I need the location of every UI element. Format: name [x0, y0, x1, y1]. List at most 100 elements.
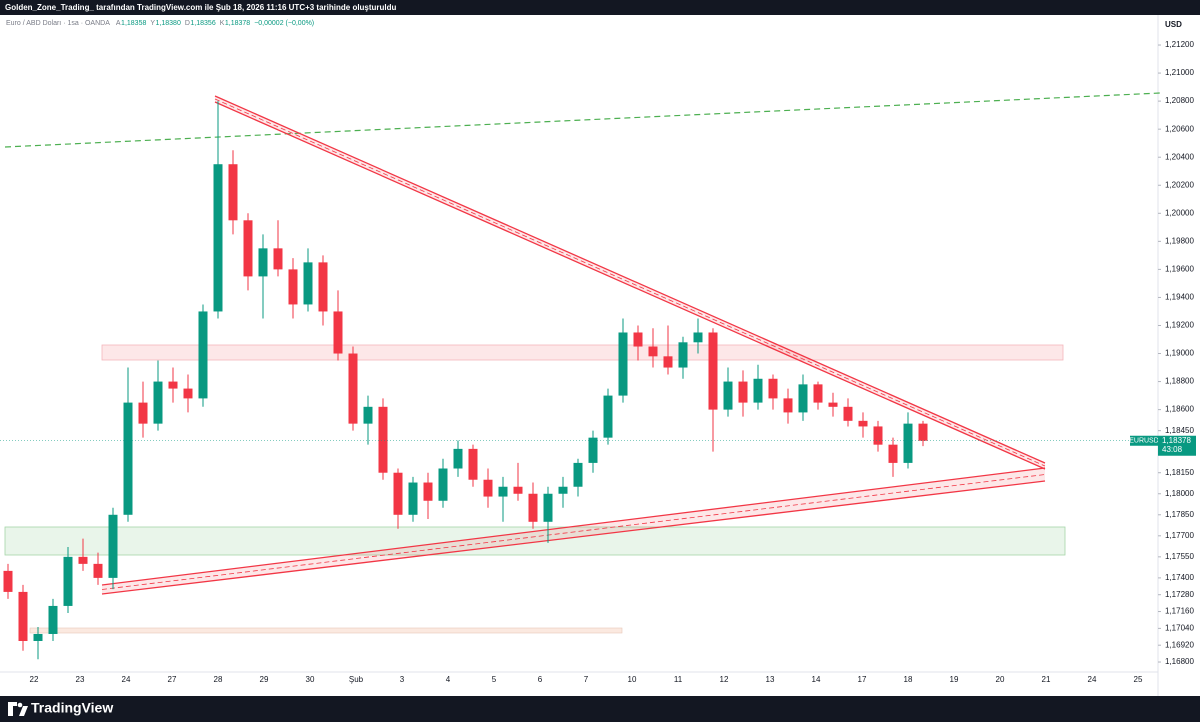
candle-body: [498, 486, 508, 497]
candle-body: [258, 248, 268, 277]
legend: Euro / ABD Doları · 1sa · OANDA A 1,18358 Y…: [6, 20, 314, 27]
zone: [101, 344, 1064, 361]
readout-label: D: [185, 20, 190, 27]
price-tag: [1158, 435, 1196, 456]
y-tick-label: 1,19600: [1165, 264, 1194, 273]
candle-body: [903, 423, 913, 463]
footer-bar: [0, 696, 1200, 722]
candle-body: [363, 406, 373, 424]
candle-body: [633, 332, 643, 347]
candle-body: [918, 423, 928, 441]
candle-body: [168, 381, 178, 389]
x-tick-label: 14: [812, 675, 821, 684]
candle-body: [423, 482, 433, 501]
currency-label: USD: [1165, 20, 1182, 29]
y-tick-label: 1,19200: [1165, 321, 1194, 330]
candle-body: [798, 384, 808, 413]
candle-body: [183, 388, 193, 399]
readout-value: 1,18358: [121, 20, 146, 27]
symbol-tag: [1130, 435, 1158, 446]
candle-body: [468, 448, 478, 480]
y-tick-label: 1,18000: [1165, 489, 1194, 498]
candle-body: [318, 262, 328, 312]
candle-body: [408, 482, 418, 515]
price-tag-label: 1,18378: [1162, 436, 1191, 445]
y-tick-label: 1,17700: [1165, 531, 1194, 540]
candle-body: [348, 353, 358, 424]
candle-body: [663, 356, 673, 368]
y-tick-label: 1,18800: [1165, 377, 1194, 386]
x-tick-label: 11: [674, 675, 683, 684]
x-tick-label: 29: [260, 675, 269, 684]
y-tick-label: 1,16800: [1165, 657, 1194, 666]
x-tick-label: 13: [766, 675, 775, 684]
candle-body: [93, 563, 103, 578]
x-tick-label: 10: [628, 675, 637, 684]
candle-body: [738, 381, 748, 403]
candle-body: [723, 381, 733, 410]
candle-body: [708, 332, 718, 410]
readout-value: 1,18356: [190, 20, 215, 27]
candle-body: [453, 448, 463, 469]
candle-body: [393, 472, 403, 515]
candle-body: [63, 556, 73, 606]
x-tick-label: 4: [446, 675, 451, 684]
readout-label: A: [116, 20, 121, 27]
candle-body: [228, 164, 238, 221]
candle-body: [288, 269, 298, 305]
y-tick-label: 1,17400: [1165, 573, 1194, 582]
brand: TradingView: [31, 700, 113, 716]
y-tick-label: 1,17160: [1165, 607, 1194, 616]
y-tick-label: 1,16920: [1165, 640, 1194, 649]
candle-body: [573, 462, 583, 487]
zone: [29, 627, 623, 634]
y-tick-label: 1,17850: [1165, 510, 1194, 519]
candle-body: [108, 514, 118, 578]
x-tick-label: 28: [214, 675, 223, 684]
countdown-label: 43:08: [1162, 445, 1183, 454]
x-tick-label: 22: [30, 675, 39, 684]
x-tick-label: 21: [1042, 675, 1051, 684]
candle-body: [438, 468, 448, 501]
y-tick-label: 1,21000: [1165, 68, 1194, 77]
candle-body: [18, 591, 28, 641]
x-tick-label: 6: [538, 675, 543, 684]
x-tick-label: 5: [492, 675, 497, 684]
x-tick-label: 24: [1088, 675, 1097, 684]
trend-line: [4, 92, 1161, 148]
candle-body: [693, 332, 703, 343]
candle-body: [48, 605, 58, 634]
candle-body: [378, 406, 388, 473]
y-tick-label: 1,21200: [1165, 40, 1194, 49]
candle-body: [813, 384, 823, 403]
candle-body: [618, 332, 628, 396]
candle-body: [303, 262, 313, 305]
candle-body: [873, 426, 883, 445]
y-tick-label: 1,19800: [1165, 236, 1194, 245]
candle-body: [513, 486, 523, 494]
x-tick-label: 23: [76, 675, 85, 684]
x-tick-label: 18: [904, 675, 913, 684]
y-tick-label: 1,17280: [1165, 590, 1194, 599]
candle-body: [3, 570, 13, 592]
x-tick-label: 7: [584, 675, 589, 684]
candle-body: [588, 437, 598, 463]
candle-body: [753, 378, 763, 403]
y-tick-label: 1,18450: [1165, 426, 1194, 435]
candle-body: [213, 164, 223, 312]
x-tick-label: 17: [858, 675, 867, 684]
rising-channel: [101, 467, 1046, 595]
candle-body: [528, 493, 538, 522]
y-tick-label: 1,20200: [1165, 180, 1194, 189]
candle-body: [888, 444, 898, 463]
x-tick-label: 19: [950, 675, 959, 684]
readout-label: K: [220, 20, 225, 27]
candle-body: [603, 395, 613, 438]
header-bar: [0, 0, 1200, 15]
y-tick-label: 1,20600: [1165, 124, 1194, 133]
candle-body: [198, 311, 208, 399]
x-tick-label: 24: [122, 675, 131, 684]
readout-value: 1,18380: [156, 20, 181, 27]
x-tick-label: 25: [1134, 675, 1143, 684]
